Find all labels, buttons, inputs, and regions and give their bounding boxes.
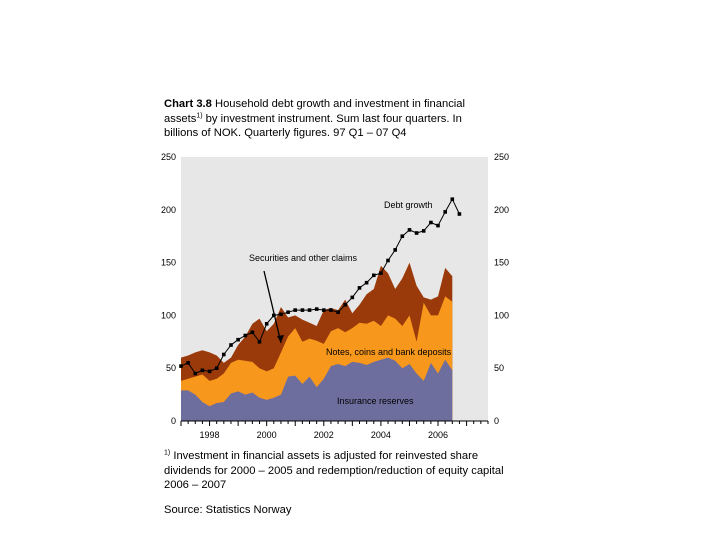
x-tick-label: 2002 [314, 430, 334, 440]
chart-title: Chart 3.8 Household debt growth and inve… [164, 97, 504, 141]
source-note: Source: Statistics Norway [164, 504, 292, 516]
x-tick-label: 2006 [428, 430, 448, 440]
area-insurance [181, 357, 453, 421]
debt-point [343, 303, 347, 307]
debt-point [257, 340, 262, 344]
debt-point [357, 286, 362, 290]
title-line3: billions of NOK. Quarterly figures. 97 Q… [164, 127, 407, 139]
chart-number: Chart 3.8 [164, 98, 212, 110]
title-footnote-ref: 1) [196, 111, 203, 119]
label-debt-growth: Debt growth [384, 200, 433, 210]
debt-point [179, 364, 183, 368]
y-tick-label-right: 100 [494, 310, 509, 320]
debt-point [250, 330, 255, 335]
y-tick-label-left: 0 [171, 416, 176, 426]
debt-point [457, 212, 462, 216]
debt-point [222, 352, 226, 357]
debt-point [193, 371, 198, 376]
debt-point [350, 295, 355, 300]
debt-point [314, 307, 319, 311]
debt-point [386, 258, 390, 263]
debt-point [329, 308, 333, 312]
debt-point [336, 310, 340, 314]
y-tick-label-left: 250 [161, 152, 176, 162]
securities-pointer [263, 270, 282, 344]
y-tick-label-right: 250 [494, 152, 509, 162]
title-line2-post: by investment instrument. Sum last four … [202, 112, 462, 125]
x-tick-label: 2000 [257, 430, 277, 440]
debt-point [450, 197, 455, 201]
y-tick-label-right: 50 [494, 363, 504, 373]
debt-point [229, 343, 233, 347]
securities-pointer-arrowhead [277, 335, 284, 343]
y-tick-label-left: 200 [161, 205, 176, 215]
debt-point [407, 228, 412, 232]
debt-point [307, 308, 312, 312]
debt-point [421, 229, 426, 233]
y-tick-label-left: 100 [161, 310, 176, 320]
debt-point [322, 308, 326, 312]
footnote: 1) Investment in financial assets is adj… [164, 449, 509, 493]
debt-point [443, 210, 447, 214]
debt-point [264, 322, 269, 326]
debt-point [243, 333, 248, 338]
debt-point [207, 369, 212, 374]
line-debt-growth [180, 198, 460, 375]
footnote-ref: 1) [164, 449, 171, 457]
debt-point [393, 248, 397, 252]
debt-point [379, 271, 383, 275]
x-tick-label: 2004 [371, 430, 391, 440]
title-line2-pre: assets [164, 112, 197, 125]
area-chart: 0 0 50 50 100 100 150 150 200 200 250 250 1998 2000 20… [161, 152, 509, 440]
debt-point [436, 223, 440, 228]
title-line1: Household debt growth and investment in … [211, 98, 465, 110]
y-tick-label-left: 150 [161, 258, 176, 268]
debt-point [186, 361, 190, 365]
debt-point [429, 220, 433, 225]
debt-point [272, 313, 276, 318]
label-notes: Notes, coins and bank deposits [326, 347, 452, 357]
debt-point [293, 308, 297, 312]
debt-point [300, 308, 305, 312]
y-tick-label-right: 200 [494, 205, 509, 215]
debt-point [200, 368, 205, 373]
y-tick-label-right: 150 [494, 258, 509, 268]
y-tick-label-right: 0 [494, 416, 499, 426]
label-securities: Securities and other claims [249, 253, 358, 263]
debt-point [279, 312, 283, 317]
debt-point [364, 280, 369, 285]
label-insurance: Insurance reserves [337, 396, 414, 406]
debt-point [414, 231, 419, 235]
y-tick-label-left: 50 [166, 363, 176, 373]
x-tick-label: 1998 [200, 430, 220, 440]
debt-point [214, 366, 219, 370]
debt-point [236, 337, 240, 342]
debt-point [400, 234, 405, 238]
debt-point [372, 273, 376, 278]
debt-point [286, 310, 290, 314]
footnote-text: Investment in financial assets is adjust… [164, 450, 504, 491]
